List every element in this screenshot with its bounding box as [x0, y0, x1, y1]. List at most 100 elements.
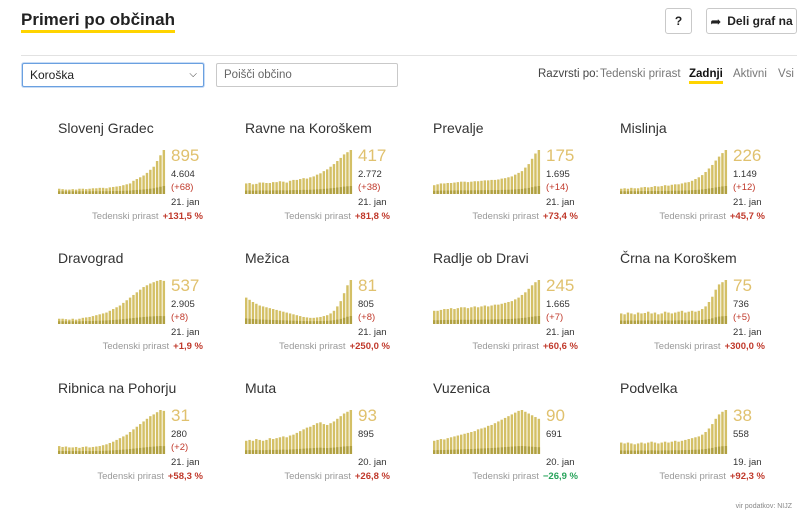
trend-bar-daily	[653, 320, 657, 324]
trend-bar-daily	[534, 186, 537, 194]
trend-bar	[142, 175, 145, 194]
trend-bar-daily	[275, 190, 278, 194]
share-button[interactable]: ➦ Deli graf na	[706, 8, 797, 34]
trend-bar-daily	[443, 190, 446, 194]
trend-bar	[640, 313, 643, 324]
trend-bar	[687, 311, 690, 324]
trend-bar	[460, 434, 463, 454]
trend-bar	[155, 280, 159, 324]
trend-bar	[711, 424, 714, 454]
trend-bar	[647, 442, 650, 454]
trend-bar-daily	[636, 450, 640, 454]
sort-option-latest[interactable]: Zadnji	[689, 68, 723, 84]
trend-bar-daily	[636, 320, 640, 324]
sort-option-active[interactable]: Aktivni	[733, 68, 767, 80]
trend-bar-daily	[342, 317, 346, 324]
municipality-card[interactable]: Ravne na Koroškem 417 2.772 (+38) 21. jan Ted…	[245, 120, 415, 235]
trend-bar-daily	[690, 320, 694, 324]
trend-bar	[517, 172, 520, 194]
trend-bar-daily	[433, 190, 436, 194]
trend-bar	[483, 427, 487, 454]
trend-bar	[510, 176, 514, 194]
trend-bar-daily	[507, 446, 510, 454]
trend-bar	[255, 303, 258, 324]
municipality-card[interactable]: Podvelka 38 558 19. jan Tedenski prirast +92,…	[620, 380, 790, 495]
trend-bar	[439, 439, 443, 454]
trend-bar	[128, 183, 132, 194]
trend-bar-daily	[248, 450, 251, 454]
trend-bar-daily	[643, 320, 647, 324]
trend-bar	[349, 410, 353, 454]
trend-bar	[159, 155, 162, 194]
total-cases: 1.665	[546, 299, 570, 310]
trend-bar-daily	[643, 450, 647, 454]
municipality-card[interactable]: Mežica 81 805 (+8) 21. jan Tedenski prirast +2…	[245, 250, 415, 365]
trend-bar	[701, 175, 704, 194]
trend-bar-daily	[503, 447, 507, 454]
trend-bar	[349, 280, 353, 324]
trend-bar	[724, 410, 728, 454]
header: Primeri po občinah ? ➦ Deli graf na	[0, 0, 800, 48]
municipality-card[interactable]: Črna na Koroškem 75 736 (+5) 21. jan Tedenski…	[620, 250, 790, 365]
trend-bar-daily	[497, 447, 500, 454]
trend-bar	[268, 308, 272, 324]
municipality-card[interactable]: Vuzenica 90 691 20. jan Tedenski prirast −26,…	[433, 380, 603, 495]
last-date: 21. jan	[171, 197, 200, 208]
trend-bar	[470, 181, 473, 194]
trend-bar	[342, 413, 346, 454]
trend-bar-daily	[132, 318, 135, 324]
weekly-growth: Tedenski prirast +73,4 %	[472, 211, 578, 222]
municipality-card[interactable]: Mislinja 226 1.149 (+12) 21. jan Tedenski pri…	[620, 120, 790, 235]
search-input[interactable]	[216, 63, 398, 87]
trend-bar	[643, 186, 647, 194]
sort-option-all[interactable]: Vsi	[778, 68, 794, 80]
trend-bar-daily	[149, 316, 152, 324]
trend-bar-daily	[636, 191, 640, 194]
trend-bar	[476, 181, 480, 194]
trend-bar-daily	[620, 191, 623, 194]
trend-bar	[680, 310, 684, 324]
trend-bar	[670, 441, 674, 454]
trend-bar-daily	[463, 449, 466, 454]
last-date: 21. jan	[733, 327, 762, 338]
last-date: 20. jan	[546, 457, 575, 468]
trend-bar-daily	[268, 319, 272, 324]
trend-bar	[112, 309, 115, 324]
trend-bar	[122, 302, 125, 324]
trend-bar-daily	[68, 191, 71, 194]
trend-bar	[663, 441, 667, 454]
trend-bar-daily	[623, 320, 626, 324]
trend-bar	[711, 296, 714, 324]
total-cases: 895	[358, 429, 374, 440]
total-cases: 736	[733, 299, 749, 310]
trend-bar-daily	[98, 191, 101, 194]
total-cases: 1.149	[733, 169, 757, 180]
municipality-card[interactable]: Muta 93 895 20. jan Tedenski prirast +26,8 %	[245, 380, 415, 495]
trend-bar	[336, 418, 339, 454]
trend-bar	[626, 312, 630, 324]
municipality-card[interactable]: Ribnica na Pohorju 31 280 (+2) 21. jan Tedens…	[58, 380, 228, 495]
trend-bar-daily	[122, 449, 125, 454]
trend-bar-daily	[667, 320, 670, 324]
trend-bar-daily	[258, 450, 261, 454]
trend-bar	[684, 439, 687, 454]
trend-bar	[643, 313, 647, 324]
trend-bar-daily	[312, 448, 315, 454]
region-select[interactable]: Koroška ⌵	[22, 63, 204, 87]
sort-option-weekly-growth[interactable]: Tedenski prirast	[600, 68, 681, 80]
municipality-card[interactable]: Prevalje 175 1.695 (+14) 21. jan Tedenski pri…	[433, 120, 603, 235]
trend-bar-daily	[285, 449, 288, 454]
trend-bar	[453, 309, 456, 324]
municipality-card[interactable]: Dravograd 537 2.905 (+8) 21. jan Tedenski pri…	[58, 250, 228, 365]
municipality-card[interactable]: Slovenj Gradec 895 4.604 (+68) 21. jan Tedens…	[58, 120, 228, 235]
help-button[interactable]: ?	[665, 8, 692, 34]
trend-bar	[305, 317, 309, 324]
trend-bar	[704, 172, 707, 194]
municipality-card[interactable]: Radlje ob Dravi 245 1.665 (+7) 21. jan Tedens…	[433, 250, 603, 365]
trend-bar-daily	[112, 450, 115, 454]
trend-bar-daily	[463, 319, 466, 324]
trend-bar	[446, 309, 449, 324]
trend-bar-daily	[155, 316, 159, 324]
weekly-growth-value: +45,7 %	[729, 211, 765, 222]
trend-bar-daily	[255, 190, 258, 194]
